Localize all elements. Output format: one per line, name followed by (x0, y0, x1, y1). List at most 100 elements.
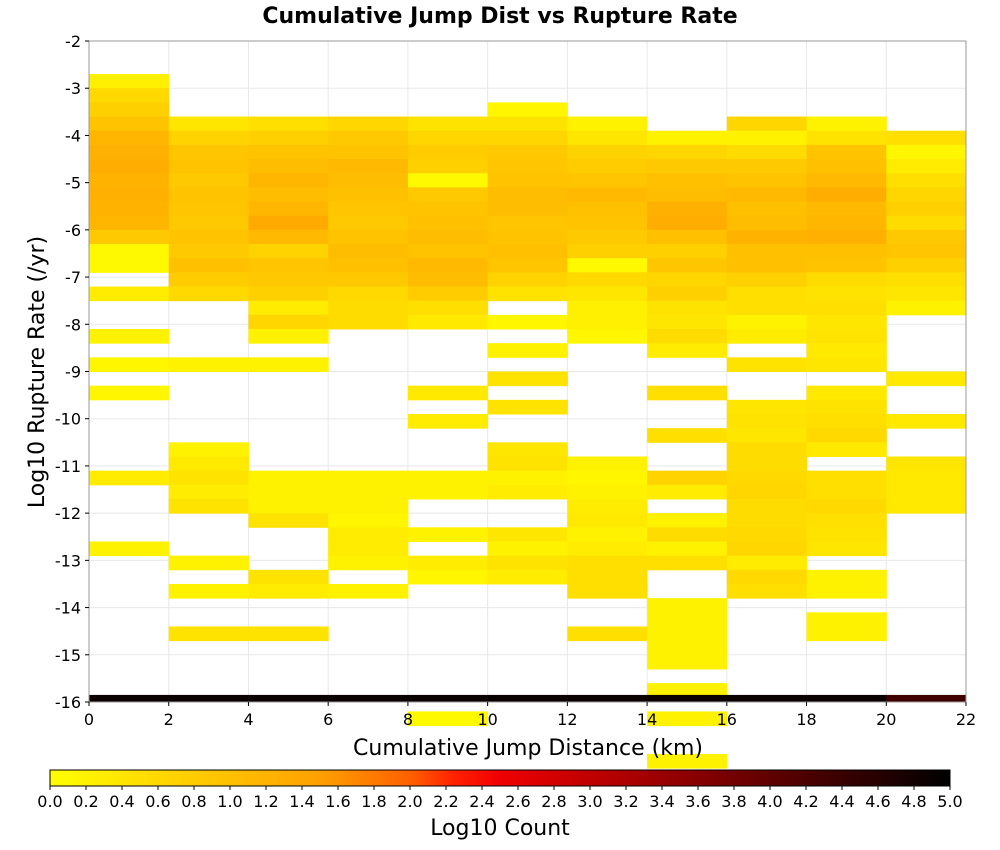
heatmap-cell (248, 229, 329, 245)
heatmap-cell (806, 201, 887, 217)
heatmap-cell (726, 173, 808, 188)
heatmap-cell (487, 116, 568, 132)
heatmap-cell (886, 413, 967, 429)
heatmap-cell (647, 130, 728, 146)
heatmap-cell (168, 258, 249, 273)
heatmap-cell (647, 244, 728, 259)
colorbar-tick-label: 0.6 (145, 792, 170, 811)
heatmap-cell (407, 470, 489, 486)
heatmap-cell (248, 159, 329, 174)
heatmap-cell (567, 470, 648, 486)
heatmap-cell (806, 385, 887, 401)
heatmap-cell (328, 527, 409, 542)
heatmap-cell (567, 569, 648, 585)
heatmap-cell (487, 399, 568, 415)
heatmap-cell (647, 343, 728, 358)
heatmap-cell (886, 244, 967, 259)
heatmap-cell (647, 215, 728, 231)
heatmap-cell (806, 399, 887, 415)
heatmap-cell (567, 187, 648, 203)
heatmap-cell (567, 527, 648, 542)
colorbar-tick-label: 2.8 (541, 792, 566, 811)
heatmap-cell (726, 286, 808, 302)
heatmap-cell (168, 116, 249, 132)
heatmap-cell (647, 470, 728, 486)
heatmap-cell (886, 300, 967, 316)
heatmap-cell (407, 385, 489, 401)
heatmap-cell (89, 187, 170, 203)
heatmap-cell (487, 569, 568, 585)
y-tick-label: -4 (65, 126, 81, 145)
heatmap-cell (487, 541, 568, 557)
colorbar-tick-label: 3.6 (685, 792, 710, 811)
colorbar-tick-label: 4.0 (757, 792, 782, 811)
heatmap-cell (487, 102, 568, 118)
heatmap-cell (806, 413, 887, 429)
heatmap-cell-floor (407, 694, 489, 702)
heatmap-cell (647, 159, 728, 174)
colorbar-tick-label: 1.4 (289, 792, 314, 811)
heatmap-cell (806, 498, 887, 514)
heatmap-cell (407, 555, 489, 571)
heatmap-cell (647, 229, 728, 245)
colorbar-tick-label: 3.4 (649, 792, 674, 811)
heatmap-cell (647, 612, 728, 627)
heatmap-cell (89, 329, 170, 344)
heatmap-cell (886, 470, 967, 486)
heatmap-cell-floor (248, 694, 329, 702)
heatmap-cell (647, 484, 728, 500)
heatmap-cell (89, 541, 170, 557)
heatmap-cell (806, 569, 887, 585)
heatmap-cell (168, 187, 249, 203)
heatmap-cell (567, 286, 648, 302)
heatmap-cell (407, 201, 489, 217)
heatmap-cell (168, 357, 249, 372)
heatmap-cell (806, 116, 887, 132)
heatmap-cell (89, 74, 170, 89)
heatmap-cell (248, 144, 329, 160)
colorbar-tick-label: 3.0 (577, 792, 602, 811)
heatmap-cell (567, 456, 648, 472)
heatmap-cell (168, 144, 249, 160)
heatmap-cell (89, 244, 170, 259)
colorbar-tick-label: 3.2 (613, 792, 638, 811)
heatmap-cell (567, 159, 648, 174)
colorbar-tick-label: 4.8 (901, 792, 926, 811)
heatmap-cell (647, 300, 728, 316)
heatmap-cell (328, 484, 409, 500)
heatmap-cell (806, 470, 887, 486)
heatmap-cell (328, 513, 409, 528)
heatmap-cell (248, 357, 329, 372)
heatmap-cell (487, 470, 568, 486)
y-tick-label: -8 (65, 315, 81, 334)
y-tick-label: -5 (65, 174, 81, 193)
heatmap-cell (726, 484, 808, 500)
heatmap-cell (407, 244, 489, 259)
heatmap-cell (647, 598, 728, 613)
heatmap-cell (89, 470, 170, 486)
heatmap-cell (806, 314, 887, 330)
heatmap-cell (886, 144, 967, 160)
heatmap-cell (328, 498, 409, 514)
heatmap-cell (328, 130, 409, 146)
heatmap-cell-floor (726, 694, 808, 702)
heatmap-cell (567, 583, 648, 599)
heatmap-cell (328, 201, 409, 217)
heatmap-cell (806, 541, 887, 557)
heatmap-cell (407, 569, 489, 585)
y-tick-label: -16 (55, 693, 81, 712)
heatmap-cell (647, 555, 728, 571)
heatmap-cell (726, 513, 808, 528)
heatmap-cell (168, 272, 249, 288)
heatmap-cell (567, 258, 648, 273)
colorbar-title: Log10 Count (430, 816, 570, 841)
heatmap-cell (726, 329, 808, 344)
heatmap-cell (328, 272, 409, 288)
y-axis-ticks: -2 -3 -4 -5 -6 -7 -8 -9 -10 -11 -12 -13 -14 -15 -16 (55, 32, 89, 712)
heatmap-cell (328, 244, 409, 259)
heatmap-cell (567, 130, 648, 146)
heatmap-cell (487, 527, 568, 542)
heatmap-cell (647, 258, 728, 273)
heatmap-cell (726, 442, 808, 457)
heatmap-cell (89, 201, 170, 217)
